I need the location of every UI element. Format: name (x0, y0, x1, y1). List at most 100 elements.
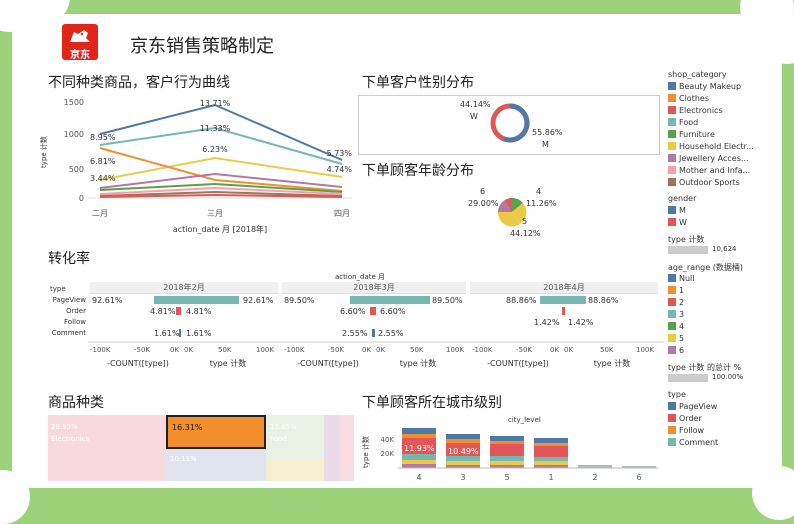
legend-label: 1 (679, 286, 685, 295)
legend-item[interactable]: 3 (668, 310, 684, 319)
bar-label: 2.55% (378, 329, 404, 338)
legend-item[interactable]: Furniture (668, 130, 715, 139)
axis-tick: 50K (410, 346, 424, 354)
axis-label: type 计数 (400, 358, 436, 368)
bar-order (562, 307, 565, 315)
gender-donut[interactable]: 44.14% W 55.86% M (440, 95, 620, 153)
legend-item[interactable]: Outdoor Sports (668, 178, 740, 187)
legend-item[interactable]: Order (668, 414, 702, 423)
legend-item[interactable]: M (668, 206, 686, 215)
city-bar (622, 466, 656, 468)
treemap-cell-electronics[interactable]: 29.55% Electronics (48, 415, 166, 481)
age-pie[interactable]: 6 29.00% 4 11.26% 5 44.12% (460, 180, 580, 242)
treemap-cell-food[interactable]: 13.65% Food (266, 415, 324, 459)
legend-label: 5 (679, 334, 685, 343)
treemap-title: 商品种类 (48, 395, 104, 411)
count-value: 10,624 (712, 245, 737, 253)
legend-item[interactable]: 4 (668, 322, 684, 331)
legend-type-title: type (668, 390, 686, 399)
legend-label: Order (679, 414, 702, 423)
city-bar (490, 436, 524, 468)
conversion-title: 转化率 (48, 251, 90, 267)
legend-item[interactable]: Clothes (668, 94, 709, 103)
bar-order (370, 307, 376, 315)
axis-label: -COUNT([type]) (297, 359, 359, 368)
bar-label: 10.49% (448, 447, 479, 456)
bar-pageview (540, 296, 586, 304)
legend-label: Follow (679, 426, 705, 435)
bar-order (176, 307, 181, 315)
row-label-follow: Follow (64, 318, 86, 326)
dashboard-frame (12, 14, 782, 488)
gender-m-pct: 55.86% (532, 128, 563, 137)
legend-item[interactable]: 2 (668, 298, 684, 307)
legend-item[interactable]: W (668, 218, 687, 227)
bar-label: 89.50% (284, 296, 315, 305)
ytick: 500 (69, 165, 84, 174)
data-label: 6.23% (202, 145, 228, 154)
legend-item[interactable]: Electronics (668, 106, 723, 115)
bar-comment (179, 329, 181, 337)
line-chart[interactable]: type 计数 1500 1000 500 0 8.95% 6.81% 3.44… (40, 92, 360, 242)
legend-label: W (679, 218, 687, 227)
legend-item[interactable]: Jewellery Acces... (668, 154, 749, 163)
swatch (668, 118, 676, 126)
xtick: 1 (548, 473, 553, 482)
swatch (668, 286, 676, 294)
pct-value: 100.00% (712, 373, 744, 381)
bar-label: 88.86% (506, 296, 537, 305)
treemap-cell[interactable] (324, 415, 340, 481)
axis-tick: -100K (472, 346, 493, 354)
conversion-bars[interactable]: 92.61% 92.61% 4.81% 4.81% 1.61% 1.61% 89… (88, 294, 664, 374)
legend-item[interactable]: 1 (668, 286, 684, 295)
age-pct-4: 11.26% (526, 199, 557, 208)
legend-item[interactable]: 5 (668, 334, 684, 343)
axis-tick: 0K (564, 346, 573, 354)
legend-item[interactable]: Mother and Infa... (668, 166, 750, 175)
bar-label: 6.60% (380, 307, 406, 316)
legend-item[interactable]: Null (668, 274, 695, 283)
legend-label: M (679, 206, 686, 215)
legend-item[interactable]: Follow (668, 426, 704, 435)
legend-label: Furniture (679, 130, 715, 139)
swatch (668, 178, 676, 186)
city-bar (402, 428, 436, 468)
gender-panel (358, 95, 660, 155)
series-line (99, 103, 343, 161)
axis-label: -COUNT([type]) (487, 359, 549, 368)
treemap-cell-name: Food (270, 435, 287, 443)
bar-label: 92.61% (243, 296, 274, 305)
swatch (668, 322, 676, 330)
age-pct-5: 44.12% (510, 229, 541, 238)
treemap-cell-pct: 10.11% (170, 455, 197, 463)
gender-title: 下单客户性别分布 (362, 75, 474, 91)
city-chart[interactable]: type 计数 40K 20K 11.93% 10.49% 4 3 5 1 2 … (360, 424, 660, 486)
treemap-cell[interactable]: 10.11% (166, 449, 266, 481)
data-label: 11.33% (200, 124, 231, 133)
legend-label: Null (679, 274, 695, 283)
series-line (99, 172, 343, 189)
treemap-cell-selected[interactable]: 16.31% (166, 415, 266, 449)
swatch (668, 154, 676, 162)
bar-label: 4.81% (150, 307, 176, 316)
bar-label: 1.61% (186, 329, 212, 338)
xtick: 二月 (92, 209, 108, 218)
treemap-cell[interactable] (266, 459, 324, 481)
legend-item[interactable]: Food (668, 118, 698, 127)
treemap-cell[interactable] (340, 415, 354, 481)
bar-label: 2.55% (342, 329, 368, 338)
legend-label: Electronics (679, 106, 723, 115)
legend-item[interactable]: 6 (668, 346, 684, 355)
swatch (668, 206, 676, 214)
legend-item[interactable]: Comment (668, 438, 718, 447)
axis-tick: -100K (90, 346, 111, 354)
legend-item[interactable]: Household Electr... (668, 142, 754, 151)
series-line (99, 147, 343, 192)
swatch (668, 402, 676, 410)
legend-item[interactable]: Beauty Makeup (668, 82, 741, 91)
line-chart-xlabel: action_date 月 [2018年] (173, 224, 267, 234)
axis-tick: 100K (446, 346, 464, 354)
line-chart-ylabel: type 计数 (40, 136, 48, 168)
legend-item[interactable]: PageView (668, 402, 717, 411)
gender-m-label: M (542, 140, 549, 149)
